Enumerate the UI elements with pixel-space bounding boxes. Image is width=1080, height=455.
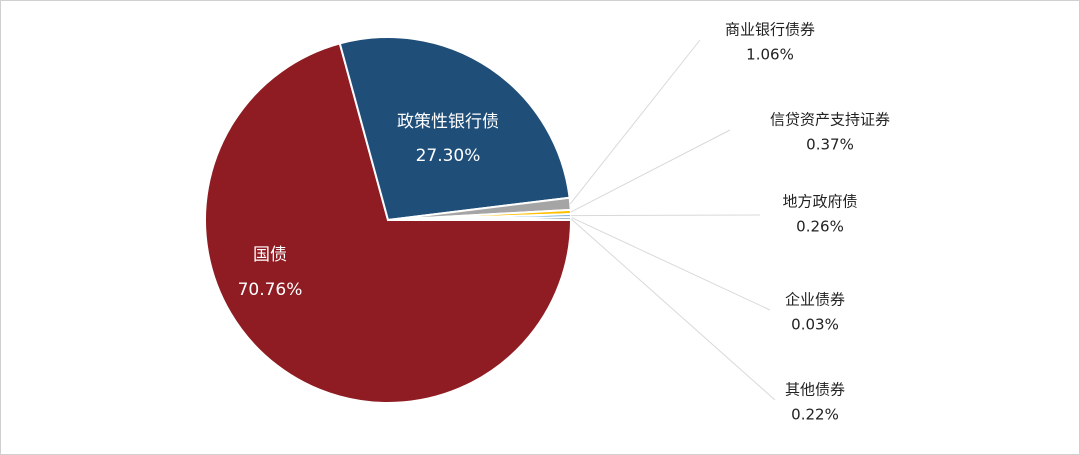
pie-slice	[204, 42, 573, 404]
slice-value-label: 27.30%	[416, 146, 481, 166]
slice-value-label: 0.03%	[791, 316, 839, 334]
slice-value-label: 0.26%	[796, 218, 844, 236]
slice-value-label: 70.76%	[238, 280, 303, 300]
slice-label: 国债	[253, 245, 287, 265]
slice-label: 其他债券	[785, 381, 845, 399]
slice-value-label: 0.22%	[791, 406, 839, 424]
slice-value-label: 0.37%	[806, 136, 854, 154]
pie-slice	[338, 36, 571, 222]
leader-line	[570, 216, 771, 311]
slice-label: 企业债券	[785, 291, 845, 309]
leader-line	[569, 39, 701, 205]
leader-line	[570, 214, 761, 217]
leader-line	[570, 218, 776, 401]
slice-label: 信贷资产支持证券	[770, 111, 890, 129]
leader-line	[570, 129, 731, 213]
slice-label: 商业银行债券	[725, 21, 815, 39]
slice-value-label: 1.06%	[746, 46, 794, 64]
slice-label: 地方政府债	[782, 193, 857, 211]
slice-label: 政策性银行债	[397, 112, 499, 132]
